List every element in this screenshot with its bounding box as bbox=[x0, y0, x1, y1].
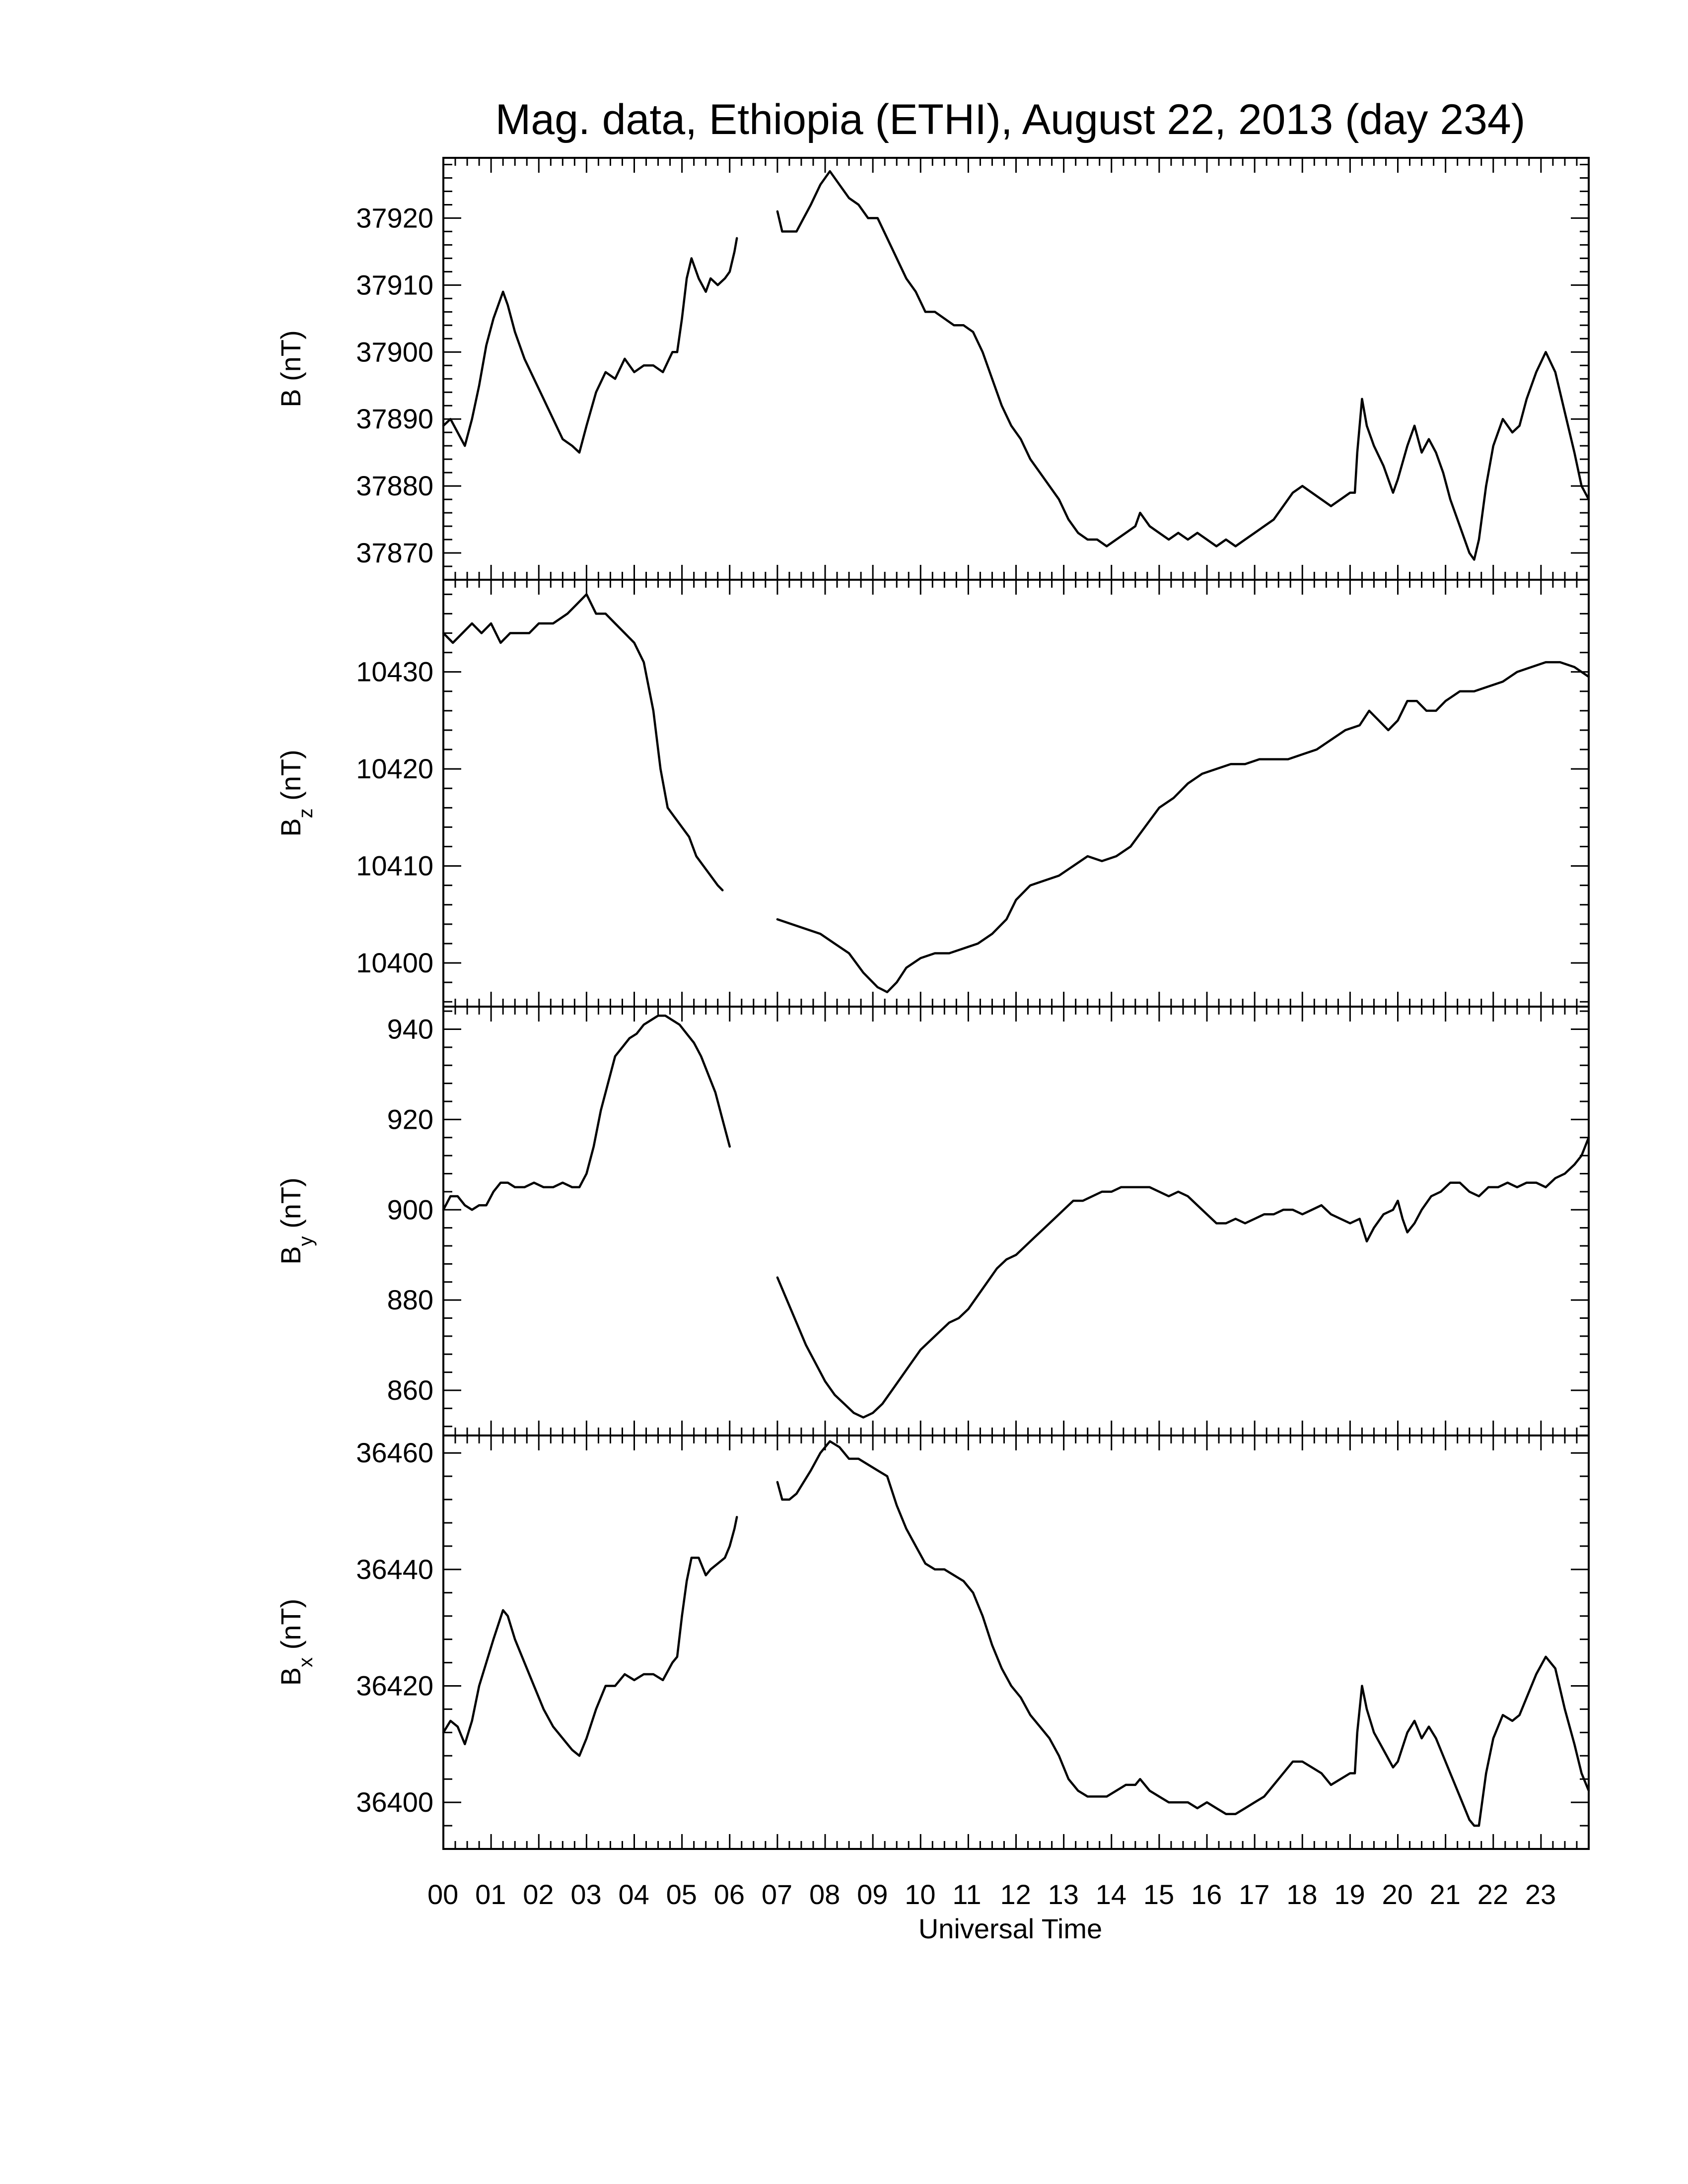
series-line-segment-1 bbox=[442, 1516, 738, 1757]
panel-1: 37870 37880 37890 37900 37910 37920 B (nT) bbox=[275, 157, 1590, 581]
series-line-segment-2 bbox=[776, 1440, 1590, 1827]
y-tick-label: 900 bbox=[387, 1194, 433, 1225]
y-label-unit: (nT) bbox=[275, 1599, 306, 1657]
y-label-main: B bbox=[275, 1667, 306, 1686]
y-label-subscript: z bbox=[295, 808, 317, 818]
x-tick-label: 00 bbox=[427, 1879, 458, 1910]
series-line-segment-2 bbox=[776, 170, 1590, 561]
x-tick-label: 08 bbox=[809, 1879, 840, 1910]
y-tick-label: 880 bbox=[387, 1284, 433, 1315]
x-tick-label: 16 bbox=[1191, 1879, 1222, 1910]
y-tick-label: 37900 bbox=[356, 336, 433, 367]
y-tick-label: 10420 bbox=[356, 753, 433, 784]
y-axis-label: Bx (nT) bbox=[275, 1599, 317, 1686]
x-tick-label: 19 bbox=[1334, 1879, 1365, 1910]
x-tick-label: 14 bbox=[1096, 1879, 1126, 1910]
series-line-segment-1 bbox=[442, 237, 738, 454]
panel-frame bbox=[442, 579, 1590, 1008]
y-tick-label: 10400 bbox=[356, 947, 433, 978]
y-tick-label: 36440 bbox=[356, 1554, 433, 1585]
panel-frame bbox=[442, 1434, 1590, 1850]
x-tick-label: 22 bbox=[1477, 1879, 1508, 1910]
x-tick-label: 02 bbox=[523, 1879, 554, 1910]
y-tick-label: 10410 bbox=[356, 850, 433, 882]
chart-title: Mag. data, Ethiopia (ETHI), August 22, 2… bbox=[495, 96, 1526, 143]
x-tick-labels: 00 01 02 03 04 05 06 07 08 09 10 11 12 13 14 15 16 17 18 19… bbox=[427, 1879, 1556, 1910]
x-tick-label: 09 bbox=[857, 1879, 888, 1910]
y-tick-label: 36400 bbox=[356, 1786, 433, 1818]
panel-frame bbox=[442, 157, 1590, 581]
y-tick-label: 10430 bbox=[356, 656, 433, 687]
y-label-main: B bbox=[275, 818, 306, 836]
y-tick-label: 37890 bbox=[356, 403, 433, 434]
y-label-unit: (nT) bbox=[275, 1177, 306, 1236]
y-tick-label: 37870 bbox=[356, 537, 433, 568]
y-tick-label: 860 bbox=[387, 1374, 433, 1406]
y-tick-label: 37880 bbox=[356, 470, 433, 501]
x-tick-label: 10 bbox=[905, 1879, 935, 1910]
x-tick-label: 12 bbox=[1000, 1879, 1031, 1910]
y-tick-label: 36420 bbox=[356, 1670, 433, 1701]
series-line-segment-1 bbox=[442, 1014, 731, 1211]
y-tick-label: 37920 bbox=[356, 202, 433, 233]
x-tick-label: 15 bbox=[1143, 1879, 1174, 1910]
x-tick-label: 17 bbox=[1239, 1879, 1269, 1910]
x-tick-label: 07 bbox=[762, 1879, 792, 1910]
y-axis-label: Bz (nT) bbox=[275, 750, 317, 837]
x-tick-label: 18 bbox=[1286, 1879, 1317, 1910]
x-tick-label: 01 bbox=[475, 1879, 506, 1910]
y-label-subscript: x bbox=[295, 1657, 317, 1667]
panel-4: 36400 36420 36440 36460 Bx (nT) bbox=[275, 1434, 1590, 1850]
y-label-unit: (nT) bbox=[275, 330, 306, 389]
x-tick-label: 03 bbox=[570, 1879, 601, 1910]
x-tick-label: 04 bbox=[619, 1879, 649, 1910]
x-tick-label: 11 bbox=[952, 1879, 981, 1910]
x-tick-label: 20 bbox=[1382, 1879, 1413, 1910]
x-axis-label: Universal Time bbox=[918, 1913, 1102, 1944]
y-axis-label: By (nT) bbox=[275, 1177, 317, 1265]
y-label-main: B bbox=[275, 389, 306, 407]
panel-2: 10400 10410 10420 10430 Bz (nT) bbox=[275, 579, 1590, 1008]
series-line-segment-1 bbox=[442, 593, 724, 891]
y-axis-label: B (nT) bbox=[275, 330, 306, 408]
y-tick-label: 940 bbox=[387, 1013, 433, 1044]
panel-3: 860 880 900 920 940 By (nT) bbox=[275, 1006, 1590, 1436]
x-tick-label: 06 bbox=[714, 1879, 745, 1910]
x-tick-label: 21 bbox=[1430, 1879, 1461, 1910]
y-tick-label: 37910 bbox=[356, 269, 433, 300]
y-label-subscript: y bbox=[295, 1236, 317, 1246]
x-tick-label: 23 bbox=[1525, 1879, 1556, 1910]
x-tick-label: 05 bbox=[666, 1879, 697, 1910]
y-tick-label: 920 bbox=[387, 1103, 433, 1135]
series-line-segment-2 bbox=[776, 661, 1590, 993]
series-line-segment-2 bbox=[776, 1136, 1590, 1419]
x-tick-label: 13 bbox=[1048, 1879, 1079, 1910]
y-label-main: B bbox=[275, 1246, 306, 1264]
y-label-unit: (nT) bbox=[275, 750, 306, 808]
y-tick-label: 36460 bbox=[356, 1437, 433, 1468]
